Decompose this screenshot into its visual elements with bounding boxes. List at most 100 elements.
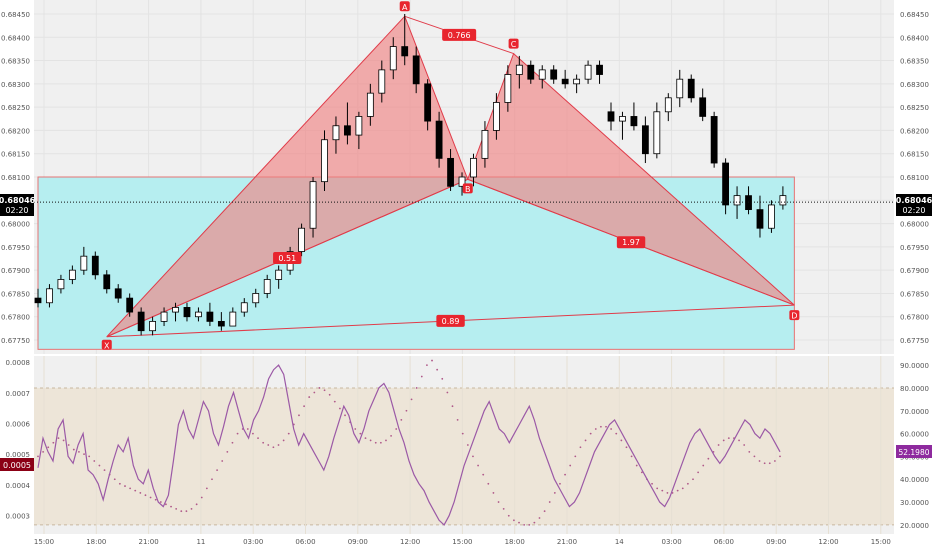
oscillator-dot (640, 471, 643, 474)
oscillator-dot (221, 460, 224, 462)
oscillator-dot (748, 450, 751, 453)
oscillator-dot (282, 439, 285, 442)
oscillator-dot (344, 414, 346, 417)
pattern-ratio-labels: 0.766 0.51 1.97 0.89 (273, 28, 646, 327)
oscillator-badge-right-bg (896, 445, 932, 458)
oscillator-dot (379, 441, 382, 444)
price-tick-left: 0.68200 (1, 127, 30, 135)
candle-body (653, 111, 661, 155)
oscillator-dot (738, 439, 740, 442)
pattern-point-badge (508, 38, 519, 49)
oscillator-dot (456, 418, 459, 421)
oscillator-dot (773, 460, 776, 462)
oscillator-dot (195, 503, 198, 506)
candle-body (91, 255, 99, 276)
price-tick-left: 0.67750 (1, 337, 30, 345)
oscillator-dot (205, 487, 208, 490)
oscillator-dot (426, 364, 428, 367)
oscillator-dot (722, 439, 725, 442)
oscillator-dot (702, 464, 705, 467)
candle-body (366, 92, 374, 117)
oscillator-dot (420, 375, 423, 378)
oscillator-dot (159, 501, 162, 503)
price-badge-right-value: 0.68046 (896, 196, 932, 205)
oscillator-tick-left: 0.0006 (6, 421, 31, 429)
candle-body (309, 181, 317, 229)
oscillator-dot (246, 428, 249, 430)
price-tick-left: 0.68400 (1, 34, 30, 42)
oscillator-dot (98, 464, 101, 467)
candle-body (103, 274, 111, 290)
oscillator-dot (538, 517, 541, 519)
oscillator-panel[interactable] (34, 356, 894, 534)
pattern-point-badge (789, 310, 800, 321)
oscillator-dot (385, 439, 387, 442)
price-badge-left-time: 02:20 (5, 206, 28, 215)
candle-body (149, 320, 157, 332)
oscillator-dot (763, 462, 766, 465)
oscillator-dot (139, 492, 142, 494)
candle-body (298, 227, 305, 252)
price-tick-left: 0.67900 (1, 267, 30, 275)
time-tick: 09:00 (766, 538, 786, 546)
oscillator-dot (656, 487, 659, 490)
oscillator-dot (615, 432, 618, 435)
pattern-ratio-label: 1.97 (622, 238, 640, 247)
oscillator-dot (318, 387, 321, 389)
oscillator-dot (768, 462, 771, 465)
oscillator-dot (231, 441, 234, 444)
candle-body (46, 288, 53, 304)
price-panel[interactable]: X A B C D 0.766 0.51 1.97 0.89 (34, 0, 894, 354)
candle-body (722, 162, 729, 206)
time-tick: 12:00 (400, 538, 420, 546)
pattern-point-label: C (511, 40, 517, 49)
candle-body (676, 78, 684, 99)
oscillator-dot (257, 437, 259, 440)
oscillator-dot (569, 464, 572, 467)
oscillator-dot (252, 432, 254, 435)
pattern-ratio-label: 0.89 (442, 317, 460, 326)
oscillator-dot (543, 510, 546, 513)
candle-body (550, 69, 558, 80)
candle-body (447, 157, 454, 187)
oscillator-tick-right: 30.0000 (900, 499, 929, 507)
oscillator-dot (236, 432, 239, 435)
oscillator-dot (507, 514, 510, 517)
oscillator-dot (461, 432, 464, 435)
oscillator-dot (103, 469, 106, 472)
candle-body (332, 125, 340, 141)
pattern-ratio-badge (436, 314, 465, 327)
candle-body (768, 204, 775, 229)
candle-body (470, 157, 477, 178)
price-tick-left: 0.67950 (1, 244, 30, 252)
price-badge-left-value: 0.68046 (0, 196, 36, 205)
price-tick-right: 0.68200 (900, 127, 929, 135)
oscillator-dot (226, 450, 229, 453)
price-tick-right: 0.68150 (900, 151, 929, 159)
pattern-point-label: A (402, 3, 408, 12)
oscillator-dot (559, 482, 561, 485)
oscillator-badge-right-value: 52.1980 (898, 448, 929, 457)
pattern-point-badge (399, 1, 410, 12)
time-tick: 06:00 (714, 538, 734, 546)
oscillator-dot (72, 448, 75, 451)
oscillator-dot (369, 439, 372, 442)
candle-body (229, 311, 237, 327)
candle-body (126, 297, 134, 313)
oscillator-dot (323, 389, 326, 392)
oscillator-dot (415, 387, 418, 389)
oscillator-tick-left: 0.0004 (6, 482, 31, 490)
oscillator-dot (88, 455, 91, 458)
oscillator-dot (354, 428, 357, 430)
oscillator-dot (277, 444, 280, 446)
time-tick: 03:00 (243, 538, 263, 546)
oscillator-dot (620, 439, 623, 442)
candle-body (401, 46, 409, 57)
oscillator-dot (666, 492, 669, 494)
price-tick-left: 0.68350 (1, 58, 30, 66)
oscillator-dot (262, 441, 265, 444)
oscillator-dot (170, 505, 172, 508)
price-tick-left: 0.68300 (1, 81, 30, 89)
